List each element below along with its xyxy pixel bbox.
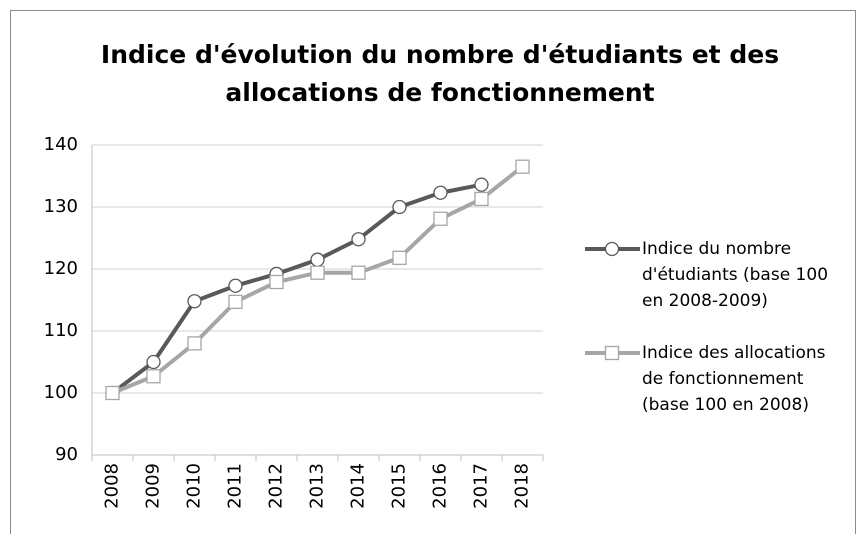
chart-title: Indice d'évolution du nombre d'étudiants… [100, 40, 780, 107]
x-tick-label: 2014 [348, 463, 369, 509]
x-tick-label: 2011 [225, 463, 246, 509]
marker [515, 159, 530, 174]
marker [228, 278, 243, 293]
marker [392, 199, 407, 215]
marker [228, 294, 243, 310]
x-tick-label: 2008 [102, 463, 123, 509]
legend-label: Indice du nombre d'étudiants (base 100 e… [642, 239, 829, 311]
chart-border [10, 10, 856, 534]
x-tick-label: 2017 [471, 463, 492, 509]
x-tick-label: 2016 [430, 463, 451, 509]
marker [392, 250, 407, 265]
y-tick-label: 130 [44, 196, 78, 217]
y-tick-label: 140 [44, 134, 78, 155]
x-tick-label: 2009 [143, 463, 164, 509]
marker [187, 336, 202, 351]
legend-label: Indice des allocations de fonctionnement… [642, 343, 826, 415]
marker [105, 385, 120, 401]
marker [146, 369, 161, 384]
marker [269, 274, 284, 290]
x-tick-label: 2010 [184, 463, 205, 509]
y-tick-label: 90 [55, 444, 78, 465]
marker [474, 191, 489, 207]
x-tick-label: 2012 [266, 463, 287, 509]
legend-marker [604, 345, 620, 361]
series-line [111, 182, 482, 395]
marker [433, 211, 448, 226]
marker [351, 265, 366, 280]
marker [351, 232, 366, 247]
y-tick-label: 110 [44, 320, 78, 341]
marker [146, 354, 161, 370]
y-tick-label: 120 [44, 258, 78, 279]
marker [474, 177, 489, 192]
y-tick-label: 100 [44, 382, 78, 403]
marker [310, 265, 325, 280]
marker [433, 185, 448, 200]
x-tick-label: 2013 [307, 463, 328, 509]
x-tick-label: 2015 [389, 463, 410, 509]
legend-marker [604, 241, 620, 257]
marker [310, 252, 325, 267]
x-tick-label: 2018 [512, 463, 533, 509]
marker [187, 294, 202, 309]
